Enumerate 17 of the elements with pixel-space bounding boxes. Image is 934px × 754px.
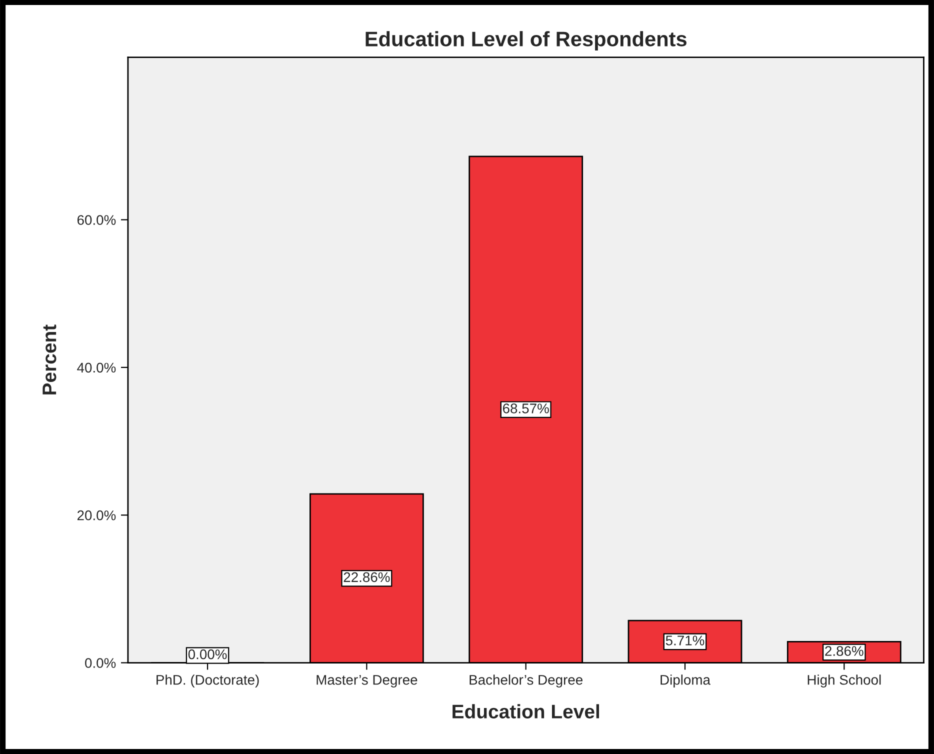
y-tick-label: 40.0%	[77, 362, 116, 373]
data-label: 2.86%	[825, 646, 864, 656]
data-label: 5.71%	[666, 636, 704, 646]
chart-title: Education Level of Respondents	[366, 31, 686, 51]
y-tick-label: 0.0%	[85, 658, 116, 668]
x-tick-label: High School	[808, 674, 881, 688]
y-axis-title: Percent	[42, 324, 56, 394]
x-tick-label: PhD. (Doctorate)	[156, 674, 259, 688]
x-tick-label: Diploma	[660, 674, 710, 688]
y-tick-label: 60.0%	[77, 215, 116, 225]
data-label: 68.57%	[502, 404, 549, 414]
x-tick-label: Master’s Degree	[316, 675, 418, 688]
x-tick-label: Bachelor’s Degree	[470, 674, 582, 688]
x-axis-title: Education Level	[452, 704, 600, 718]
data-label: 0.00%	[188, 649, 227, 660]
data-label: 22.86%	[344, 572, 390, 582]
y-tick-label: 20.0%	[77, 510, 116, 520]
